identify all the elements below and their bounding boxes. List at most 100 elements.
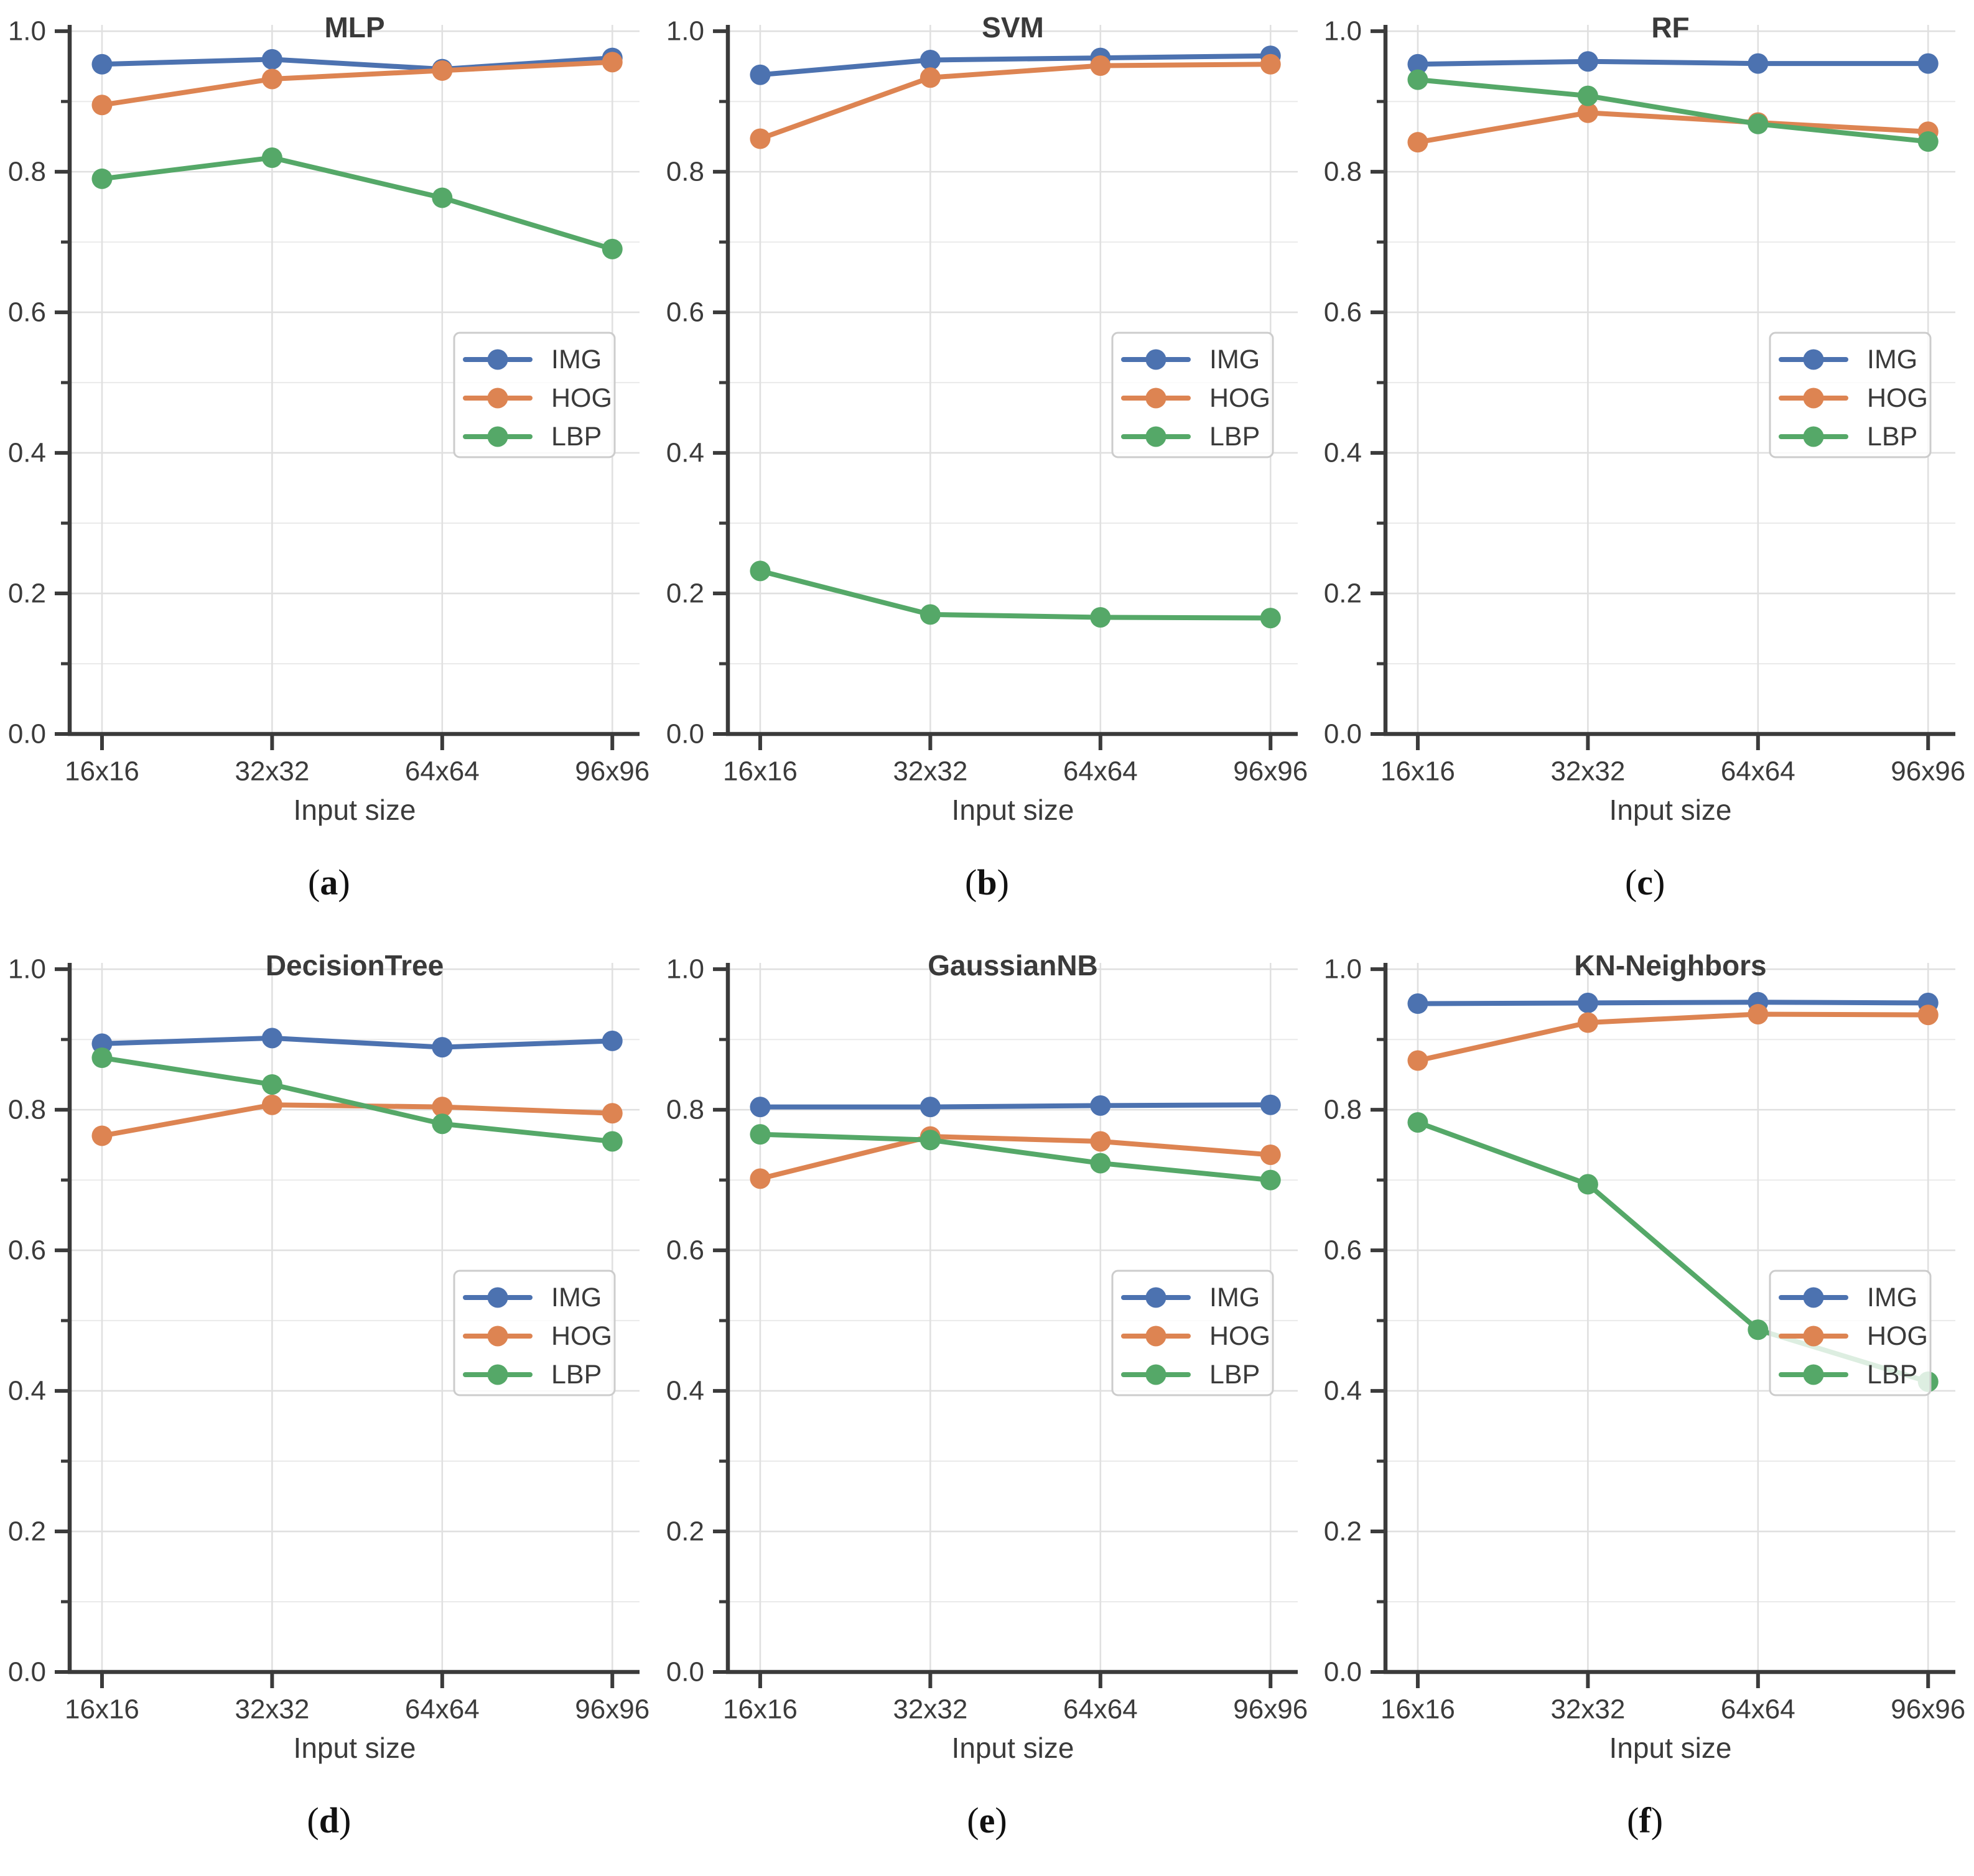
y-tick-label: 0.4 bbox=[1324, 438, 1362, 468]
data-point-LBP-64x64 bbox=[432, 187, 453, 208]
data-point-LBP-64x64 bbox=[1748, 113, 1769, 134]
y-tick-label: 1.0 bbox=[1324, 16, 1362, 47]
legend-swatch-marker-IMG bbox=[1145, 349, 1166, 370]
series-line-IMG bbox=[1415, 1000, 1931, 1006]
data-point-LBP-64x64 bbox=[1089, 1153, 1110, 1174]
y-tick-label: 1.0 bbox=[666, 16, 704, 47]
y-tick-label: 1.0 bbox=[1324, 954, 1362, 985]
data-point-IMG-96x96 bbox=[602, 1030, 623, 1051]
data-point-HOG-96x96 bbox=[1260, 53, 1281, 75]
x-axis-label: Input size bbox=[951, 794, 1074, 826]
data-point-IMG-64x64 bbox=[432, 1037, 453, 1058]
y-tick-label: 0.0 bbox=[666, 1657, 704, 1688]
x-tick-label: 16x16 bbox=[723, 1694, 798, 1725]
legend-label-LBP: LBP bbox=[1209, 1360, 1260, 1390]
chart-title: RF bbox=[1652, 11, 1690, 44]
chart-title: SVM bbox=[982, 11, 1044, 44]
decisiontree-chart: 0.0 0.2 0.4 0.6 0.8 1.0 16x16 32x32 64x64 96x96 De… bbox=[8, 949, 649, 1764]
legend-label-IMG: IMG bbox=[551, 1283, 602, 1312]
plot-area: 0.0 0.2 0.4 0.6 0.8 1.0 16x16 32x32 64x64 96x96 ML… bbox=[8, 11, 649, 826]
x-tick-label: 16x16 bbox=[1380, 1694, 1455, 1725]
x-tick-label: 32x32 bbox=[893, 1694, 967, 1725]
data-point-IMG-16x16 bbox=[91, 53, 113, 75]
y-tick-label: 0.6 bbox=[8, 1235, 46, 1266]
data-point-LBP-64x64 bbox=[1748, 1319, 1769, 1340]
x-axis-label: Input size bbox=[294, 1732, 416, 1764]
x-tick-label: 16x16 bbox=[1380, 756, 1455, 787]
legend-label-IMG: IMG bbox=[1867, 345, 1917, 374]
subplot-gaussiannb: 0.0 0.2 0.4 0.6 0.8 1.0 16x16 32x32 64x64 96x96 Ga… bbox=[658, 938, 1316, 1876]
caption-paren-close: ) bbox=[1650, 1800, 1664, 1841]
rf-chart: 0.0 0.2 0.4 0.6 0.8 1.0 16x16 32x32 64x64 96x96 RF… bbox=[1324, 11, 1965, 826]
data-point-HOG-32x32 bbox=[919, 67, 941, 88]
data-point-HOG-16x16 bbox=[91, 95, 113, 116]
data-point-LBP-64x64 bbox=[1089, 606, 1110, 628]
y-tick-label: 0.2 bbox=[666, 1516, 704, 1547]
x-axis-label: Input size bbox=[951, 1732, 1074, 1764]
data-point-IMG-64x64 bbox=[1748, 53, 1769, 74]
plot-area: 0.0 0.2 0.4 0.6 0.8 1.0 16x16 32x32 64x64 96x96 Ga… bbox=[666, 949, 1307, 1764]
svm-chart: 0.0 0.2 0.4 0.6 0.8 1.0 16x16 32x32 64x64 96x96 SV… bbox=[666, 11, 1307, 826]
legend-label-LBP: LBP bbox=[551, 422, 602, 452]
series-line-IMG bbox=[99, 1035, 615, 1050]
data-point-LBP-16x16 bbox=[750, 1124, 771, 1145]
series-line-HOG bbox=[1415, 1011, 1931, 1064]
caption-letter: a bbox=[320, 862, 338, 903]
legend-swatch-marker-LBP bbox=[1803, 1364, 1824, 1385]
series-line-IMG bbox=[99, 55, 615, 72]
data-point-IMG-32x32 bbox=[261, 49, 282, 70]
data-point-HOG-96x96 bbox=[1918, 1005, 1939, 1026]
data-point-HOG-64x64 bbox=[1748, 1003, 1769, 1024]
subplot-decisiontree: 0.0 0.2 0.4 0.6 0.8 1.0 16x16 32x32 64x64 96x96 De… bbox=[0, 938, 658, 1876]
y-tick-label: 0.2 bbox=[8, 578, 46, 609]
caption-letter: b bbox=[977, 862, 997, 903]
subplot-caption-d: (d) bbox=[0, 1765, 658, 1839]
legend: IMG HOG LBP bbox=[453, 1270, 616, 1396]
caption-letter: e bbox=[979, 1800, 995, 1841]
y-tick-label: 0.8 bbox=[8, 157, 46, 187]
y-tick-label: 0.2 bbox=[1324, 578, 1362, 609]
legend-label-IMG: IMG bbox=[1209, 1283, 1260, 1312]
data-point-IMG-32x32 bbox=[919, 1097, 941, 1118]
y-tick-label: 0.4 bbox=[666, 1376, 704, 1406]
y-tick-label: 0.0 bbox=[8, 719, 46, 750]
subplot-caption-e: (e) bbox=[658, 1765, 1316, 1839]
y-tick-label: 0.4 bbox=[1324, 1376, 1362, 1406]
series-line-IMG bbox=[757, 1102, 1273, 1110]
plot-area: 0.0 0.2 0.4 0.6 0.8 1.0 16x16 32x32 64x64 96x96 SV… bbox=[666, 11, 1307, 826]
x-tick-label: 16x16 bbox=[65, 1694, 139, 1725]
chart-title: DecisionTree bbox=[266, 949, 444, 982]
legend-label-LBP: LBP bbox=[551, 1360, 602, 1390]
x-axis-label: Input size bbox=[294, 794, 416, 826]
y-tick-label: 1.0 bbox=[8, 954, 46, 985]
x-tick-label: 64x64 bbox=[1063, 756, 1138, 787]
legend-swatch-marker-IMG bbox=[487, 1287, 508, 1308]
legend-swatch-marker-IMG bbox=[1803, 349, 1824, 370]
data-point-IMG-64x64 bbox=[1089, 1095, 1110, 1116]
mlp-chart: 0.0 0.2 0.4 0.6 0.8 1.0 16x16 32x32 64x64 96x96 ML… bbox=[8, 11, 649, 826]
caption-paren-open: ( bbox=[1627, 1800, 1639, 1841]
data-point-HOG-64x64 bbox=[1089, 55, 1110, 77]
y-tick-label: 0.2 bbox=[1324, 1516, 1362, 1547]
x-tick-label: 32x32 bbox=[1551, 756, 1626, 787]
legend-label-LBP: LBP bbox=[1209, 422, 1260, 452]
legend-label-HOG: HOG bbox=[1209, 1321, 1270, 1351]
caption-paren-close: ) bbox=[995, 1800, 1007, 1841]
data-point-LBP-32x32 bbox=[919, 1130, 941, 1151]
legend-label-IMG: IMG bbox=[1209, 345, 1260, 374]
data-point-LBP-96x96 bbox=[1260, 608, 1281, 629]
series-line-LBP bbox=[1415, 77, 1931, 144]
data-point-IMG-16x16 bbox=[750, 1097, 771, 1118]
data-point-HOG-96x96 bbox=[602, 52, 623, 73]
y-tick-label: 0.8 bbox=[8, 1095, 46, 1125]
data-point-HOG-64x64 bbox=[432, 1097, 453, 1118]
y-tick-label: 0.6 bbox=[8, 297, 46, 328]
y-tick-label: 0.6 bbox=[1324, 297, 1362, 328]
legend: IMG HOG LBP bbox=[1769, 1270, 1932, 1396]
y-tick-label: 0.8 bbox=[666, 157, 704, 187]
data-point-IMG-16x16 bbox=[91, 1033, 113, 1054]
series-line-HOG bbox=[757, 1134, 1273, 1181]
legend-label-IMG: IMG bbox=[551, 345, 602, 374]
subplot-caption-c: (c) bbox=[1316, 827, 1974, 901]
